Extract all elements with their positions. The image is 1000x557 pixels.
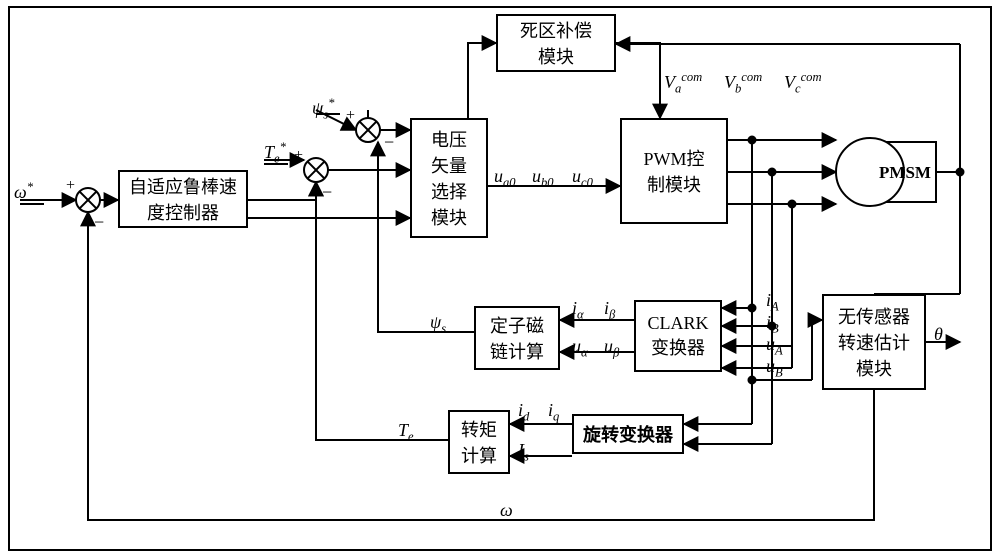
label-u_alpha: uα xyxy=(572,336,588,361)
deadzone-compensation-block: 死区补偿模块 xyxy=(496,14,616,72)
rotational-transform-block: 旋转变换器 xyxy=(572,414,684,454)
label-omega_star: ω* xyxy=(14,180,33,203)
label-i_alpha: iα xyxy=(572,298,584,323)
label-psi_s: ψs xyxy=(430,312,446,337)
voltage-vector-select-block: 电压矢量选择模块 xyxy=(410,118,488,238)
label-uB: uB xyxy=(766,356,783,381)
stator-flux-calc-block: 定子磁链计算 xyxy=(474,306,560,370)
label-iB: iB xyxy=(766,312,779,337)
label-vc_com: Vccom xyxy=(784,70,822,97)
sensorless-speed-estimation-block: 无传感器转速估计模块 xyxy=(822,294,926,390)
label-theta: θ xyxy=(934,324,943,345)
label-u_beta: uβ xyxy=(604,336,619,361)
label-i_beta: iβ xyxy=(604,298,615,323)
label-Is: Is xyxy=(518,440,529,465)
label-uA: uA xyxy=(766,334,783,359)
pwm-control-block: PWM控制模块 xyxy=(620,118,728,224)
label-uc0: uc0 xyxy=(572,166,593,191)
label-iA: iA xyxy=(766,290,779,315)
label-te_star: Te* xyxy=(264,140,286,167)
label-id: id xyxy=(518,400,529,425)
label-va_com: Vacom xyxy=(664,70,702,97)
label-ua0: ua0 xyxy=(494,166,516,191)
label-omega: ω xyxy=(500,500,513,521)
label-iq: iq xyxy=(548,400,559,425)
label-Te: Te xyxy=(398,420,414,445)
label-vb_com: Vbcom xyxy=(724,70,762,97)
torque-calc-block: 转矩计算 xyxy=(448,410,510,474)
clark-transform-block: CLARK变换器 xyxy=(634,300,722,372)
label-psi_star: ψs* xyxy=(312,96,334,123)
label-ub0: ub0 xyxy=(532,166,554,191)
adaptive-robust-speed-controller-block: 自适应鲁棒速度控制器 xyxy=(118,170,248,228)
